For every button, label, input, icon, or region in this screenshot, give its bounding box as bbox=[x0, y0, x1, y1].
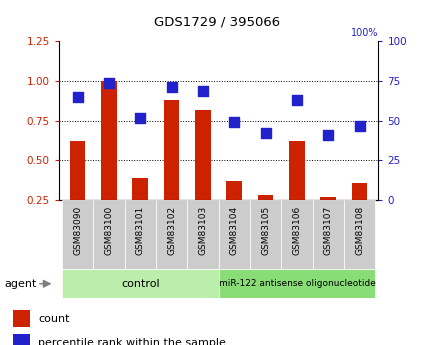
Text: GDS1729 / 395066: GDS1729 / 395066 bbox=[154, 16, 280, 29]
Text: GSM83104: GSM83104 bbox=[229, 206, 238, 255]
Text: GSM83100: GSM83100 bbox=[104, 206, 113, 255]
Bar bbox=[101, 81, 116, 200]
Text: GSM83106: GSM83106 bbox=[292, 206, 301, 255]
Point bbox=[168, 85, 174, 90]
Bar bbox=[289, 141, 304, 200]
Bar bbox=[351, 183, 367, 200]
Text: percentile rank within the sample: percentile rank within the sample bbox=[38, 338, 226, 345]
Bar bbox=[187, 200, 218, 269]
Bar bbox=[62, 269, 218, 298]
Bar bbox=[218, 200, 250, 269]
Bar bbox=[132, 178, 148, 200]
Point bbox=[230, 120, 237, 125]
Point bbox=[136, 115, 143, 120]
Text: GSM83090: GSM83090 bbox=[73, 206, 82, 255]
Bar bbox=[320, 197, 335, 200]
Bar bbox=[312, 200, 343, 269]
Point bbox=[105, 80, 112, 86]
Bar bbox=[93, 200, 124, 269]
Text: GSM83107: GSM83107 bbox=[323, 206, 332, 255]
Point bbox=[293, 97, 300, 103]
Text: agent: agent bbox=[4, 279, 36, 289]
Bar bbox=[155, 200, 187, 269]
Bar bbox=[218, 269, 375, 298]
Bar bbox=[194, 110, 210, 200]
Text: count: count bbox=[38, 314, 70, 324]
Bar bbox=[124, 200, 155, 269]
Bar bbox=[62, 200, 93, 269]
Bar bbox=[257, 195, 273, 200]
Text: 100%: 100% bbox=[350, 28, 378, 38]
Text: GSM83102: GSM83102 bbox=[167, 206, 176, 255]
Text: GSM83101: GSM83101 bbox=[135, 206, 145, 255]
Bar bbox=[250, 200, 281, 269]
Text: control: control bbox=[121, 279, 159, 289]
Text: GSM83108: GSM83108 bbox=[354, 206, 363, 255]
Point bbox=[74, 94, 81, 100]
Bar bbox=[226, 181, 242, 200]
Point bbox=[355, 123, 362, 128]
Bar bbox=[163, 100, 179, 200]
Point bbox=[199, 88, 206, 93]
Point bbox=[324, 132, 331, 138]
Bar bbox=[281, 200, 312, 269]
Bar bbox=[13, 310, 30, 327]
Text: GSM83105: GSM83105 bbox=[260, 206, 270, 255]
Text: GSM83103: GSM83103 bbox=[198, 206, 207, 255]
Bar bbox=[69, 141, 85, 200]
Point bbox=[262, 131, 269, 136]
Text: miR-122 antisense oligonucleotide: miR-122 antisense oligonucleotide bbox=[218, 279, 375, 288]
Bar bbox=[13, 334, 30, 345]
Bar bbox=[343, 200, 375, 269]
